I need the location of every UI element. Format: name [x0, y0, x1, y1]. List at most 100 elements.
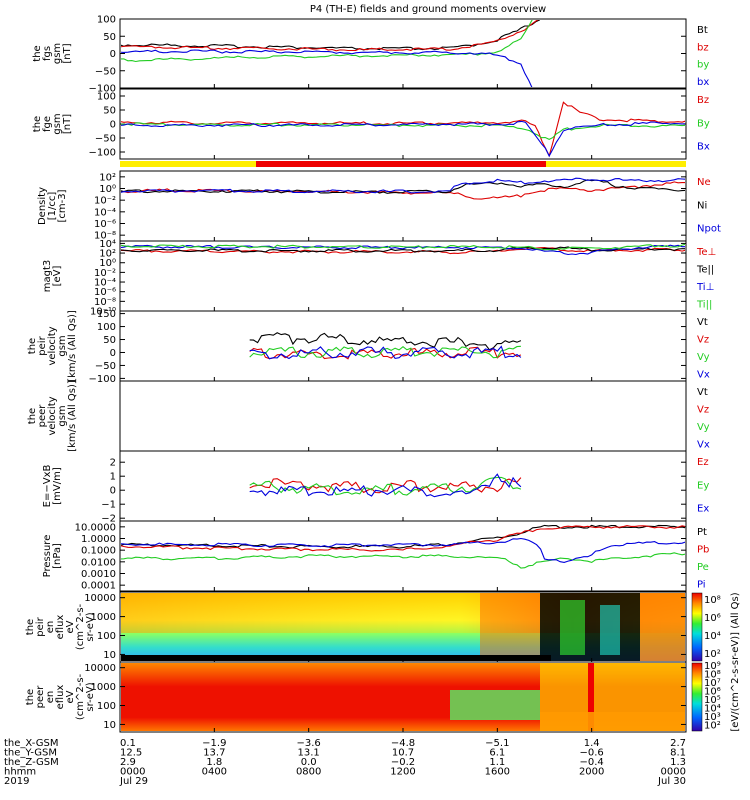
panel-frame-temp: [119, 240, 687, 312]
colorbar-lower-tick-3: 10⁶: [704, 687, 721, 698]
ylabel-peer_eflux-2: en: [45, 691, 56, 704]
legend-fge-2: Bx: [697, 142, 710, 153]
xaxis-t-1: 0400: [202, 767, 227, 778]
legend-temp-0: Te⊥: [696, 247, 716, 258]
ylabel-fgs-2: gsm: [52, 43, 63, 64]
ytick-peer_eflux-2: 100: [97, 701, 116, 712]
ylabel-peer_eflux-0: the: [25, 689, 36, 705]
xaxis-y-0: 12.5: [120, 748, 142, 759]
legend-peir-1: Vz: [697, 335, 709, 346]
ytick-peir-1: 100: [97, 322, 116, 333]
legend-peir-0: Vt: [697, 317, 708, 328]
series-density-Ni: [121, 179, 685, 194]
legend-fge-0: Bz: [697, 95, 709, 106]
ylabel-peir_eflux-6: sr-eV): [85, 612, 96, 641]
ytick-efield-1: 1: [110, 472, 116, 483]
ytick-peir-5: −100: [89, 374, 116, 385]
chart-title: P4 (TH-E) fields and ground moments over…: [310, 4, 546, 15]
xaxis-y-6: 8.1: [670, 748, 686, 759]
series-efield-Ex: [249, 473, 522, 498]
ylabel-peir-1: peir: [37, 335, 48, 355]
colorbar-upper-tick-1: 10⁶: [704, 613, 721, 624]
ytick-peir-3: 0: [110, 348, 116, 359]
spec-peer-green: [450, 690, 540, 720]
ylabel-peer_eflux-6: sr-eV): [85, 682, 96, 711]
series-fgs-bx: [121, 49, 533, 87]
ytick-peir-2: 50: [103, 335, 116, 346]
ytick-fge-4: −100: [89, 148, 116, 159]
legend-efield-1: Ey: [697, 480, 709, 491]
series-fgs-by: [121, 20, 533, 63]
series-fge-Bz: [121, 101, 685, 158]
legend-efield-0: Ez: [697, 457, 709, 468]
series-fgs-bz: [121, 20, 539, 52]
xaxis-y-5: −0.6: [580, 748, 604, 759]
spectrogram-peer: [121, 663, 685, 731]
series-pressure-Pt: [121, 524, 685, 549]
spec-peir-gap-green: [560, 600, 585, 655]
ytick-peir_eflux-3: 10: [103, 650, 116, 661]
ylabel-peir_eflux-0: the: [25, 619, 36, 635]
legend-fgs-2: by: [697, 60, 709, 71]
ytick-peer_eflux-1: 1000: [91, 682, 116, 693]
ytick-density-2: 10⁻²: [94, 196, 116, 207]
series-efield-Ey: [249, 476, 522, 496]
ytick-temp-4: 10⁻⁴: [94, 278, 116, 289]
ytick-fgs-0: 100: [97, 15, 116, 26]
ytick-fgs-3: −50: [95, 66, 116, 77]
ylabel-peir_eflux-3: eflux: [55, 615, 66, 640]
ytick-temp-7: 10⁻¹⁰: [90, 307, 116, 318]
xaxis-x-5: 1.4: [584, 738, 600, 749]
legend-density-2: Npot: [697, 224, 721, 235]
ytick-temp-1: 10²: [99, 249, 116, 260]
series-peir-Vy: [249, 345, 521, 359]
colorbar-upper: [691, 592, 703, 662]
ytick-temp-2: 10⁰: [99, 258, 116, 269]
ytick-peer_eflux-0: 10000: [84, 663, 116, 674]
colorbar-lower-tick-5: 10⁴: [704, 704, 721, 715]
series-density-Ne: [121, 181, 685, 200]
ytick-pressure-3: 0.0100: [81, 557, 116, 568]
ylabel-fge-2: gsm: [52, 113, 63, 134]
xaxis-y-1: 13.7: [203, 748, 225, 759]
spec-peir-floor: [121, 655, 551, 661]
legend-pressure-1: Pb: [697, 545, 709, 556]
spec-peer-spike: [588, 663, 594, 731]
series-fge-Bx: [121, 120, 685, 158]
xaxis-z-5: −0.4: [580, 757, 604, 768]
mode-bar: [120, 161, 686, 167]
xaxis-t-6: 0000: [661, 767, 686, 778]
xaxis-x-6: 2.7: [670, 738, 686, 749]
series-peir-Vt: [249, 332, 522, 351]
xaxis-d-0: Jul 29: [119, 776, 148, 787]
xaxis-x-1: −1.9: [202, 738, 226, 749]
ylabel-density-1: [1/cc]: [47, 192, 58, 221]
ylabel-peir-0: the: [27, 338, 38, 354]
ytick-efield-0: 2: [110, 458, 116, 469]
ytick-efield-2: 0: [110, 486, 116, 497]
legend-pressure-3: Pi: [697, 580, 706, 591]
legend-temp-1: Te||: [696, 265, 714, 276]
xaxis-rowlabel-3: hhmm: [4, 767, 36, 778]
ylabel-peir-3: gsm: [57, 335, 68, 356]
ylabel-peir-4: [km/s (All Qs)]: [67, 310, 78, 382]
ytick-temp-5: 10⁻⁶: [94, 287, 116, 298]
ylabel-density-0: Density: [37, 187, 48, 225]
ytick-fgs-2: 0: [110, 49, 116, 60]
ylabel-peer-0: the: [27, 408, 38, 424]
spectrogram-peir: [121, 593, 685, 661]
legend-fgs-0: Bt: [697, 25, 708, 36]
xaxis-x-0: 0.1: [120, 738, 136, 749]
ytick-pressure-5: 0.0001: [81, 581, 116, 592]
series-peir-Vx: [249, 345, 522, 360]
ytick-density-0: 10²: [99, 172, 116, 183]
ytick-fge-0: 100: [97, 92, 116, 103]
mode-bar-red: [256, 161, 546, 167]
ytick-pressure-2: 0.1000: [81, 546, 116, 557]
ytick-fge-1: 50: [103, 106, 116, 117]
ytick-peer_eflux-3: 10: [103, 720, 116, 731]
ytick-fgs-4: −100: [89, 84, 116, 95]
xaxis-rowlabel-0: the_X-GSM: [4, 738, 58, 749]
ytick-pressure-4: 0.0010: [81, 569, 116, 580]
ylabel-peer_eflux-4: eV: [65, 690, 76, 703]
